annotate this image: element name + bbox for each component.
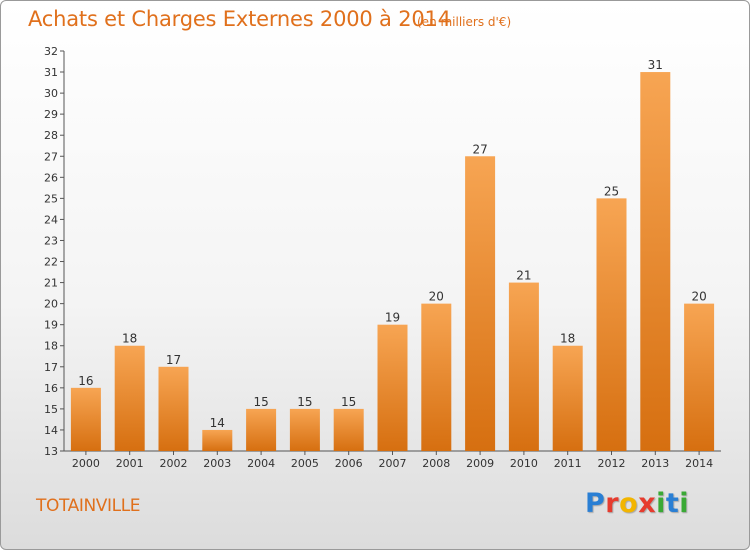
bar [158, 366, 189, 451]
bar-value-label: 20 [429, 290, 444, 304]
x-tick-label: 2007 [379, 457, 407, 470]
logo-letter: i [679, 488, 690, 519]
logo-letter: P [585, 488, 606, 519]
bar-value-label: 15 [297, 395, 312, 409]
bars: 16 18 17 14 15 15 15 19 20 27 21 18 25 31 20 [70, 58, 715, 451]
y-tick-label: 15 [44, 403, 58, 416]
bar-value-label: 31 [648, 58, 663, 72]
bar [70, 387, 101, 451]
y-tick-label: 31 [44, 66, 58, 79]
x-tick-label: 2008 [422, 457, 450, 470]
bar-value-label: 18 [560, 332, 575, 346]
y-tick-label: 22 [44, 256, 58, 269]
bar [596, 198, 627, 451]
y-tick-label: 24 [44, 213, 58, 226]
logo-letter: r [605, 488, 620, 519]
x-tick-label: 2002 [160, 457, 188, 470]
bar [377, 324, 408, 451]
y-tick-label: 13 [44, 445, 58, 458]
y-tick-label: 27 [44, 150, 58, 163]
bar [421, 303, 452, 451]
x-tick-label: 2006 [335, 457, 363, 470]
bar-value-label: 19 [385, 311, 400, 325]
bar [246, 408, 277, 451]
x-tick-label: 2013 [641, 457, 669, 470]
logo-letter: i [656, 488, 666, 519]
logo-letter: x [638, 488, 657, 519]
x-tick-label: 2004 [247, 457, 275, 470]
x-axis: 2000 2001 2002 2003 2004 2005 2006 2007 2008 2009… [64, 450, 721, 470]
x-tick-label: 2003 [203, 457, 231, 470]
bar [465, 156, 496, 451]
bar [333, 408, 364, 451]
bar-value-label: 15 [341, 395, 356, 409]
bar-value-label: 14 [210, 416, 225, 430]
chart-subtitle: (en milliers d'€) [417, 15, 512, 29]
y-tick-label: 26 [44, 171, 58, 184]
bar-value-label: 16 [78, 374, 93, 388]
chart-title: Achats et Charges Externes 2000 à 2014 [28, 7, 451, 31]
bar [640, 72, 671, 451]
y-tick-label: 19 [44, 319, 58, 332]
commune-name: TOTAINVILLE [36, 496, 141, 516]
bar-value-label: 21 [516, 269, 531, 283]
bar [552, 345, 583, 451]
x-tick-label: 2001 [116, 457, 144, 470]
proxiti-logo[interactable]: Proxiti [585, 488, 689, 519]
bar [202, 429, 233, 451]
y-tick-label: 32 [44, 45, 58, 58]
bar-value-label: 17 [166, 353, 181, 367]
y-tick-label: 17 [44, 361, 58, 374]
x-tick-label: 2014 [685, 457, 713, 470]
y-tick-label: 28 [44, 129, 58, 142]
bar-value-label: 20 [691, 290, 706, 304]
bar-value-label: 25 [604, 184, 619, 198]
bar [289, 408, 320, 451]
y-tick-label: 29 [44, 108, 58, 121]
y-tick-label: 30 [44, 87, 58, 100]
logo-letter: o [619, 488, 639, 519]
x-tick-label: 2005 [291, 457, 319, 470]
x-tick-label: 2010 [510, 457, 538, 470]
bar [508, 282, 539, 451]
y-axis: 13 14 15 16 17 18 19 20 21 22 23 24 25 26 27 28 29 30 31 32 [44, 45, 65, 458]
y-tick-label: 25 [44, 192, 58, 205]
bar [114, 345, 145, 451]
x-tick-label: 2011 [554, 457, 582, 470]
x-tick-label: 2000 [72, 457, 100, 470]
y-tick-label: 23 [44, 234, 58, 247]
x-tick-label: 2012 [598, 457, 626, 470]
y-tick-label: 20 [44, 298, 58, 311]
logo-letter: t [665, 488, 680, 519]
bar-value-label: 18 [122, 332, 137, 346]
bar-value-label: 27 [472, 142, 487, 156]
y-tick-label: 18 [44, 340, 58, 353]
y-tick-label: 21 [44, 277, 58, 290]
y-tick-label: 16 [44, 382, 58, 395]
x-tick-label: 2009 [466, 457, 494, 470]
bar [684, 303, 715, 451]
y-tick-label: 14 [44, 424, 58, 437]
bar-value-label: 15 [253, 395, 268, 409]
